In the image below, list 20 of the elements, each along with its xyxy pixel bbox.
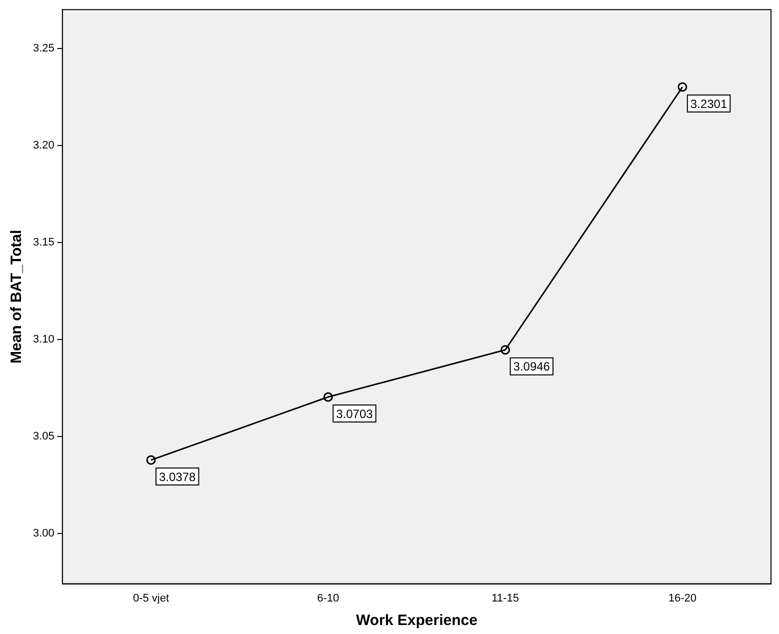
y-tick-label: 3.25	[32, 42, 54, 54]
data-label: 3.0946	[513, 360, 550, 374]
point	[323, 392, 333, 402]
y-tick-label: 3.10	[32, 333, 54, 346]
data-label: 3.2301	[690, 96, 728, 111]
y-axis-title: Mean of BAT_Total	[8, 230, 26, 364]
data-label: 3.0703	[336, 406, 374, 421]
y-tick-label: 3.05	[32, 430, 54, 442]
x-tick-label: 6-10	[317, 592, 340, 604]
x-tick-label: 0-5 vjet	[132, 592, 170, 604]
y-tick-label: 3.15	[32, 236, 54, 248]
x-tick-label: 16-20	[668, 592, 696, 604]
x-tick-label: 11-15	[492, 592, 519, 604]
x-axis-title: Work Experience	[356, 612, 478, 630]
point	[500, 345, 510, 355]
y-tick-label: 3.20	[32, 139, 54, 152]
point	[678, 82, 688, 92]
y-tick-label: 3.00	[32, 527, 54, 540]
data-label: 3.0378	[158, 470, 196, 484]
point	[146, 455, 156, 465]
